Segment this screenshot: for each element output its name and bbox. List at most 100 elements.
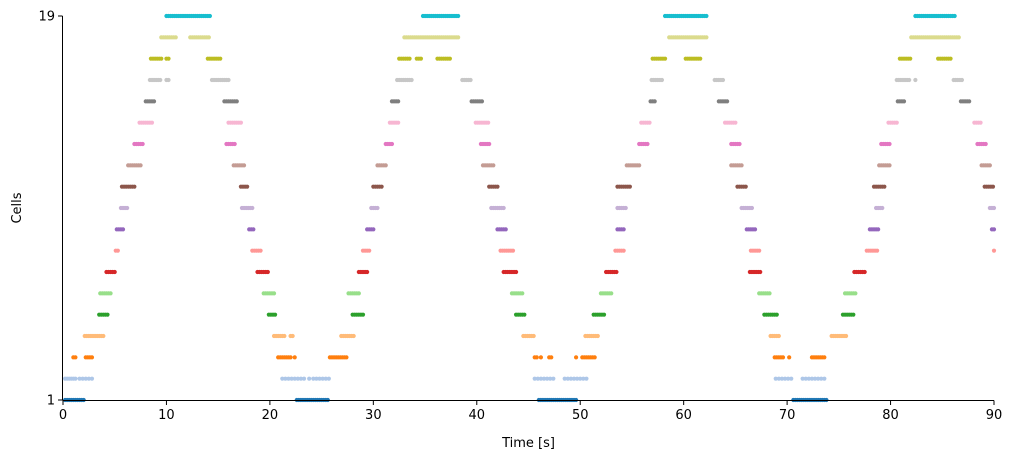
- spike-point: [908, 56, 913, 61]
- spike-point: [876, 227, 881, 232]
- spike-point: [520, 291, 525, 296]
- spike-point: [258, 248, 263, 253]
- spike-point: [967, 99, 972, 104]
- spike-point: [108, 291, 113, 296]
- spike-point: [251, 227, 256, 232]
- cell-8-series: [113, 248, 997, 253]
- spike-point: [486, 120, 491, 125]
- spike-point: [880, 205, 885, 211]
- spike-point: [301, 376, 307, 381]
- cell-10-series: [118, 205, 997, 211]
- spike-point: [409, 77, 414, 83]
- cell-11-series: [119, 184, 996, 189]
- spike-point: [575, 376, 580, 381]
- x-tick-label: 0: [59, 408, 67, 423]
- spike-point: [538, 355, 544, 360]
- spike-point: [983, 141, 988, 147]
- spike-point: [295, 376, 300, 381]
- spike-point: [447, 56, 452, 61]
- spike-point: [132, 184, 137, 189]
- spike-point: [733, 120, 738, 125]
- x-tick-label: 90: [986, 408, 1003, 423]
- spike-point: [959, 77, 965, 83]
- spike-point: [758, 269, 763, 275]
- spike-point: [990, 184, 996, 189]
- spike-point: [627, 184, 632, 189]
- spike-point: [250, 205, 255, 211]
- spike-point: [344, 355, 349, 360]
- cell-18-series: [159, 35, 961, 40]
- spike-point: [538, 376, 544, 381]
- x-tick-label: 40: [469, 408, 486, 423]
- spike-point: [853, 291, 858, 296]
- spike-point: [592, 355, 597, 360]
- spike-point: [991, 205, 997, 211]
- spike-point: [822, 376, 827, 381]
- spike-point: [774, 312, 779, 317]
- y-tick-label: 1: [47, 394, 55, 409]
- cell-17-series: [148, 56, 953, 61]
- spike-point: [887, 141, 892, 147]
- spike-point: [789, 376, 794, 381]
- spike-point: [173, 35, 178, 40]
- spike-point: [151, 99, 157, 104]
- x-ticks: 0 10 20 30 40 50 60 70 80 90: [59, 400, 1003, 423]
- spike-point: [737, 141, 742, 147]
- x-tick-label: 50: [572, 408, 589, 423]
- spike-point: [286, 376, 291, 381]
- spike-point: [843, 333, 849, 339]
- spike-point: [773, 376, 778, 381]
- spike-point: [578, 376, 583, 381]
- spike-point: [314, 376, 319, 381]
- spike-point: [232, 141, 237, 147]
- spike-point: [265, 269, 270, 275]
- spike-point: [166, 77, 171, 83]
- spike-point: [272, 312, 278, 317]
- spike-point: [776, 376, 781, 381]
- spike-point: [418, 56, 424, 61]
- spike-point: [206, 35, 211, 40]
- spike-point: [290, 333, 295, 339]
- spike-point: [383, 163, 388, 168]
- spike-point: [800, 376, 805, 381]
- spike-point: [86, 376, 91, 381]
- spike-point: [218, 56, 223, 61]
- spike-point: [120, 227, 126, 232]
- spike-point: [207, 13, 212, 19]
- spike-point: [292, 355, 297, 360]
- spike-point: [573, 355, 579, 360]
- spike-point: [138, 163, 143, 168]
- spike-point: [245, 184, 250, 189]
- spike-point: [776, 333, 781, 339]
- y-tick-label: 19: [38, 10, 55, 25]
- spike-point: [89, 376, 95, 381]
- spike-point: [991, 227, 997, 232]
- spike-point: [491, 163, 496, 168]
- spike-point: [522, 312, 527, 317]
- spike-point: [535, 376, 540, 381]
- spike-point: [80, 376, 85, 381]
- spike-point: [83, 376, 88, 381]
- cell-3-series: [71, 355, 827, 360]
- spike-point: [621, 227, 626, 232]
- spike-point: [283, 376, 288, 381]
- spike-point: [609, 291, 614, 296]
- spike-point: [901, 99, 907, 104]
- spike-point: [289, 376, 294, 381]
- spike-point: [652, 99, 657, 104]
- spike-point: [101, 333, 106, 339]
- spike-point: [125, 205, 130, 211]
- spike-point: [851, 312, 856, 317]
- spike-point: [115, 248, 120, 253]
- spike-point: [541, 376, 547, 381]
- spike-point: [584, 376, 589, 381]
- spike-point: [298, 376, 304, 381]
- cell-15-series: [143, 99, 972, 104]
- spike-point: [371, 227, 376, 232]
- spike-point: [531, 333, 536, 339]
- x-tick-label: 20: [262, 408, 279, 423]
- spike-point: [819, 376, 824, 381]
- spike-point: [956, 35, 961, 40]
- cell-16-series: [147, 77, 965, 83]
